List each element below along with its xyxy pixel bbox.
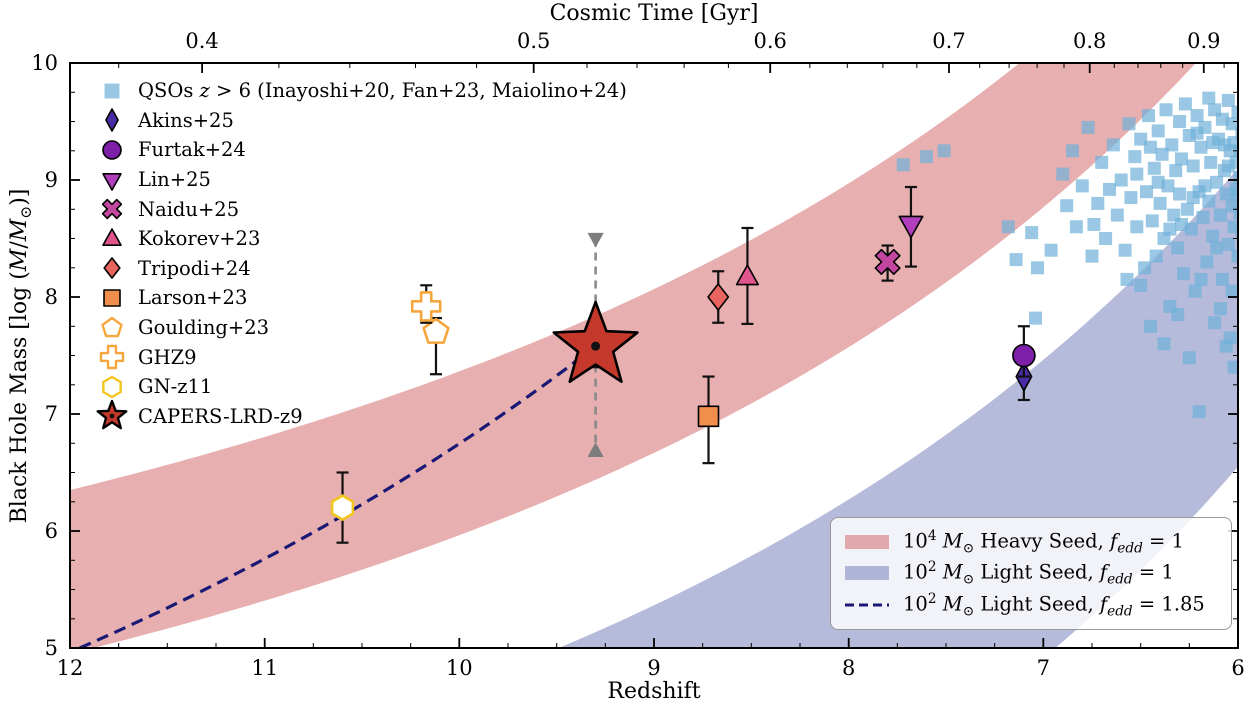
series-tripodi (707, 270, 730, 324)
svg-text:0.5: 0.5 (517, 29, 550, 53)
y-axis-title: Black Hole Mass [log (M/M⊙)] (6, 188, 36, 524)
svg-text:10: 10 (446, 656, 473, 680)
legend-item-light-seed-track: 102 M⊙ Light Seed, fedd = 1.85 (843, 589, 1219, 621)
legend-item-qso: QSOs z > 6 (Inayoshi+20, Fan+23, Maiolin… (92, 76, 627, 106)
svg-text:8: 8 (45, 285, 58, 309)
legend-label: Larson+23 (138, 286, 248, 310)
svg-text:7: 7 (45, 402, 58, 426)
legend-label: Tripodi+24 (138, 256, 251, 280)
legend-item-light-seed: 102 M⊙ Light Seed, fedd = 1 (843, 558, 1219, 590)
light-seed-track (79, 344, 597, 648)
legend-label: GN-z11 (138, 375, 213, 399)
series-gnz11 (330, 471, 355, 544)
series-capers (552, 232, 639, 457)
legend-seeds: 104 M⊙ Heavy Seed, fedd = 1 102 M⊙ Light … (830, 517, 1232, 630)
legend-label: 102 M⊙ Light Seed, fedd = 1.85 (903, 590, 1205, 619)
svg-text:10: 10 (31, 51, 58, 75)
series-naidu (874, 244, 901, 282)
legend-markers: QSOs z > 6 (Inayoshi+20, Fan+23, Maiolin… (92, 76, 627, 431)
lin-marker-icon (102, 172, 122, 191)
svg-text:7: 7 (1037, 656, 1050, 680)
series-kokorev (735, 226, 760, 326)
legend-label: Naidu+25 (138, 197, 240, 221)
dashed-line-swatch (845, 603, 889, 607)
furtak-marker-icon (102, 140, 122, 160)
svg-text:0.6: 0.6 (753, 29, 786, 53)
band-swatch (845, 534, 889, 549)
legend-label: Akins+25 (138, 108, 234, 132)
legend-item-kokorev: Kokorev+23 (92, 224, 627, 254)
legend-label: 104 M⊙ Heavy Seed, fedd = 1 (903, 527, 1184, 556)
goulding-marker-icon (101, 316, 123, 337)
series-larson (697, 375, 720, 465)
series-ghz9 (410, 284, 442, 324)
x-axis-title: Redshift (607, 679, 701, 704)
series-lin (898, 185, 924, 268)
legend-label: Lin+25 (138, 168, 211, 192)
legend-item-goulding: Goulding+23 (92, 313, 627, 343)
legend-label: Furtak+24 (138, 138, 246, 162)
legend-item-tripodi: Tripodi+24 (92, 254, 627, 284)
svg-text:0.9: 0.9 (1187, 29, 1220, 53)
legend-item-lin: Lin+25 (92, 165, 627, 195)
legend-item-heavy-seed: 104 M⊙ Heavy Seed, fedd = 1 (843, 526, 1219, 558)
qso-marker-icon (104, 83, 120, 99)
legend-item-ghz9: GHZ9 (92, 342, 627, 372)
svg-text:12: 12 (57, 656, 84, 680)
svg-text:9: 9 (45, 168, 58, 192)
svg-text:6: 6 (1231, 656, 1244, 680)
band-swatch (845, 566, 889, 581)
legend-item-gnz11: GN-z11 (92, 372, 627, 402)
series-goulding (422, 316, 450, 376)
svg-text:8: 8 (842, 656, 855, 680)
kokorev-marker-icon (102, 227, 122, 246)
capers-marker-icon (96, 400, 128, 430)
naidu-marker-icon (101, 198, 123, 220)
legend-label: Kokorev+23 (138, 227, 261, 251)
legend-label: CAPERS-LRD-z9 (138, 404, 303, 428)
legend-item-larson: Larson+23 (92, 283, 627, 313)
series-furtak (1012, 325, 1036, 378)
axis-ticks: 12 11 10 9 8 7 6 5 6 7 8 9 10 0.4 0.5 0.6 0.7 0.8 0.9 (31, 29, 1244, 680)
svg-text:11: 11 (251, 656, 278, 680)
legend-item-capers: CAPERS-LRD-z9 (92, 400, 627, 432)
svg-text:5: 5 (45, 636, 58, 660)
series-qso (896, 91, 1238, 419)
svg-text:0.7: 0.7 (932, 29, 965, 53)
legend-label: 102 M⊙ Light Seed, fedd = 1 (903, 559, 1174, 588)
legend-label: Goulding+23 (138, 316, 270, 340)
larson-marker-icon (103, 289, 121, 307)
tripodi-marker-icon (103, 257, 121, 280)
svg-text:0.8: 0.8 (1073, 29, 1106, 53)
svg-text:6: 6 (45, 519, 58, 543)
legend-label: GHZ9 (138, 345, 197, 369)
top-axis-title: Cosmic Time [Gyr] (549, 1, 759, 26)
legend-label: QSOs z > 6 (Inayoshi+20, Fan+23, Maiolin… (138, 79, 627, 103)
gnz11-marker-icon (102, 375, 122, 398)
svg-text:0.4: 0.4 (185, 29, 218, 53)
ghz9-marker-icon (99, 344, 125, 370)
svg-text:9: 9 (647, 656, 660, 680)
legend-item-naidu: Naidu+25 (92, 194, 627, 224)
legend-item-furtak: Furtak+24 (92, 135, 627, 165)
legend-item-akins: Akins+25 (92, 106, 627, 136)
akins-marker-icon (105, 108, 119, 133)
